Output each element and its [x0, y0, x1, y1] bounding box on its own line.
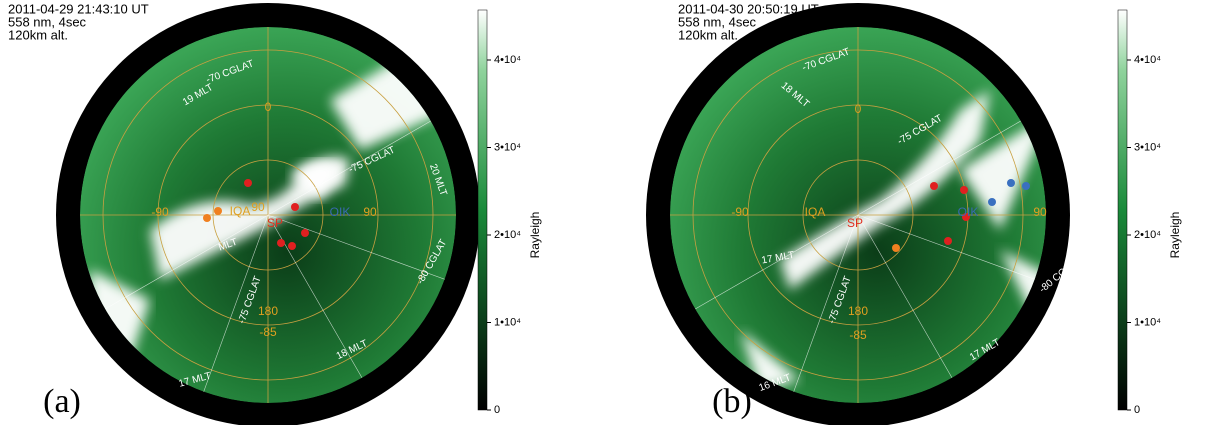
colorbar-tick-label: 4•10⁴: [494, 54, 521, 66]
colorbar-tick-label: 4•10⁴: [1134, 54, 1161, 66]
colorbar-tick-label: 0: [494, 404, 500, 416]
station-dot: [1007, 179, 1015, 187]
map-label: OIK: [330, 205, 351, 219]
station-dot: [291, 203, 299, 211]
station-dot: [301, 229, 309, 237]
map-label: 90: [1033, 205, 1047, 219]
station-dot: [960, 186, 968, 194]
colorbar-tick-label: 1•10⁴: [494, 316, 521, 328]
map-label: SP: [847, 216, 863, 230]
panel-label: (b): [712, 383, 752, 420]
map-label: 90: [363, 205, 377, 219]
page: {"panels": [ {"header": ["2011-04-29 21:…: [0, 0, 1210, 425]
colorbar-tick-label: 2•10⁴: [1134, 229, 1161, 241]
map-label: 180: [848, 304, 868, 318]
station-dot: [203, 214, 211, 222]
station-dot: [288, 242, 296, 250]
map-label: -85: [849, 328, 867, 342]
map-label: SP: [267, 216, 283, 230]
colorbar-tick-label: 2•10⁴: [494, 229, 521, 241]
map-label: 180: [258, 304, 278, 318]
map-label: 0: [855, 102, 862, 116]
figure: 2011-04-29 21:43:10 UT558 nm, 4sec120km …: [0, 0, 1210, 425]
panel-label: (a): [43, 383, 81, 420]
map-label: OIK: [958, 205, 979, 219]
station-dot: [930, 182, 938, 190]
station-dot: [214, 207, 222, 215]
colorbar-tick-label: 1•10⁴: [1134, 316, 1161, 328]
map-label: 90: [251, 200, 265, 214]
map-label: 18 MLT: [1054, 285, 1086, 315]
colorbar-tick-label: 0: [1134, 404, 1140, 416]
map-label: -85: [259, 325, 277, 339]
station-dot: [277, 239, 285, 247]
station-dot: [944, 237, 952, 245]
map-label: 0: [265, 100, 272, 114]
station-dot: [988, 198, 996, 206]
colorbar-title: Rayleigh: [1168, 212, 1182, 259]
map-label: -90: [731, 205, 749, 219]
header-line: 120km alt.: [678, 27, 738, 42]
colorbar: [1118, 10, 1127, 410]
colorbar-title: Rayleigh: [528, 212, 542, 259]
colorbar-tick-label: 3•10⁴: [494, 141, 521, 153]
station-dot: [1022, 182, 1030, 190]
map-label: IQA: [230, 204, 251, 218]
header-line: 120km alt.: [8, 27, 68, 42]
colorbar-tick-label: 3•10⁴: [1134, 141, 1161, 153]
map-label: IQA: [805, 205, 826, 219]
station-dot: [244, 179, 252, 187]
map-label: -90: [151, 205, 169, 219]
station-dot: [892, 244, 900, 252]
colorbar: [478, 10, 487, 410]
